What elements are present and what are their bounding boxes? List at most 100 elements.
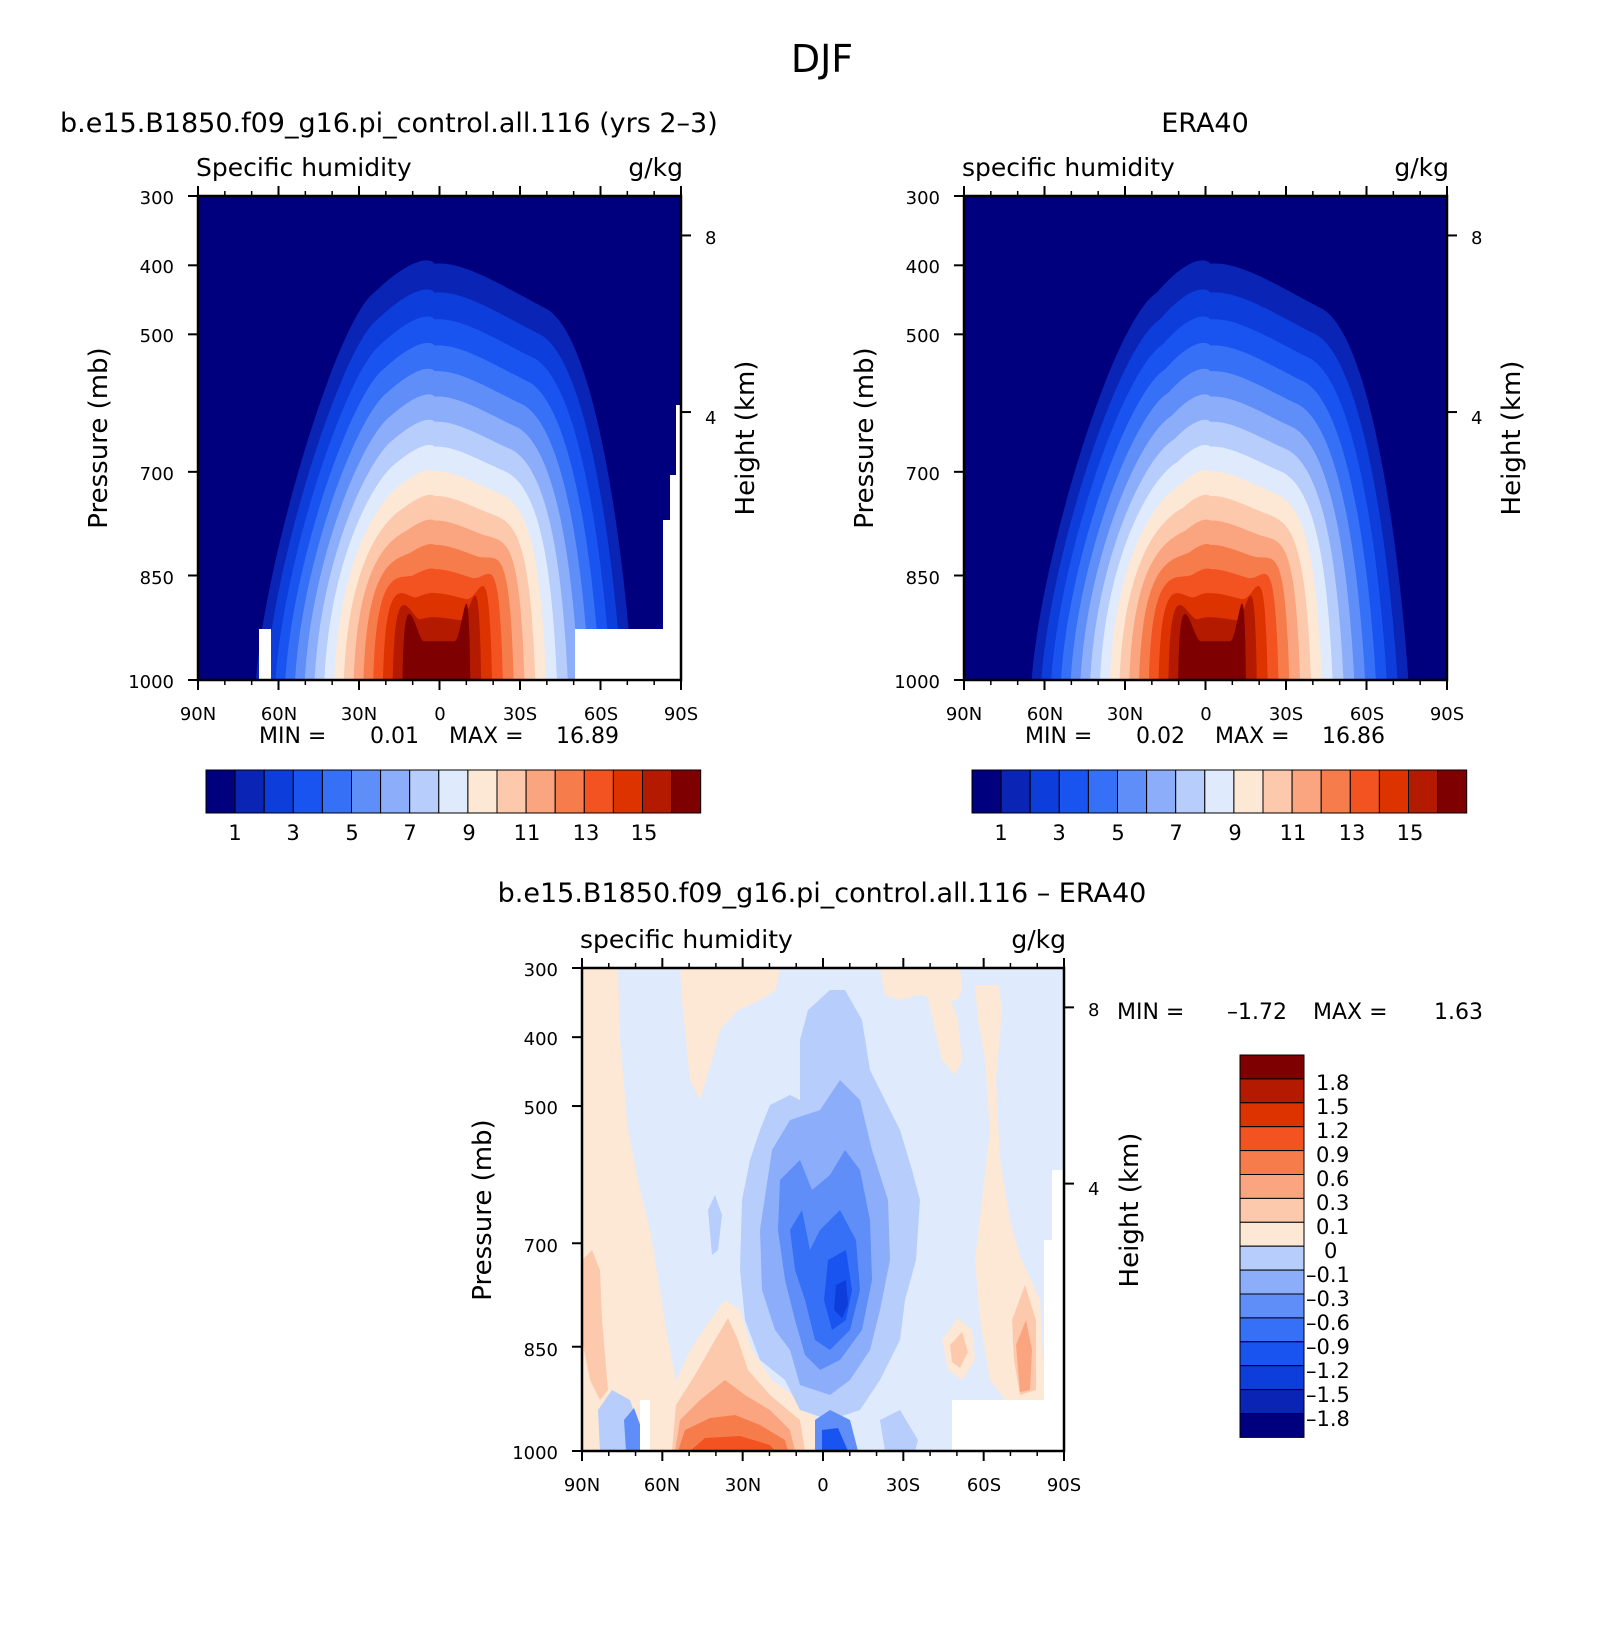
panel-difference-units: g/kg bbox=[1011, 925, 1066, 954]
diff-pos-0-upper bbox=[680, 968, 780, 1100]
panel-difference-colorbar-tick: 0.9 bbox=[1316, 1143, 1349, 1167]
diff-pos-0-left bbox=[582, 968, 720, 1451]
panel-model-max-label: MAX = bbox=[449, 724, 524, 749]
panel-model-y-tick: 400 bbox=[140, 257, 174, 278]
panel-era40-colorbar-tick: 15 bbox=[1397, 821, 1424, 845]
colorbar-box bbox=[583, 769, 614, 814]
panel-difference-colorbar-tick: –1.5 bbox=[1306, 1383, 1350, 1407]
colorbar-box bbox=[1239, 1197, 1305, 1223]
panel-difference-colorbar-tick: –0.1 bbox=[1306, 1263, 1350, 1287]
panel-model-y-tick: 850 bbox=[140, 568, 174, 589]
panel-model-y-axis-label: Pressure (mb) bbox=[84, 347, 114, 528]
colorbar-box bbox=[1239, 1221, 1305, 1247]
colorbar-box bbox=[1233, 769, 1264, 814]
colorbar-box bbox=[1239, 1245, 1305, 1271]
panel-model-right-axis-label: Height (km) bbox=[731, 361, 761, 516]
panel-era40-y-tick: 400 bbox=[906, 257, 940, 278]
panel-model: b.e15.B1850.f09_g16.pi_control.all.116 (… bbox=[60, 108, 761, 845]
panel-difference-colorbar-tick: –1.8 bbox=[1306, 1407, 1350, 1431]
colorbar-box bbox=[263, 769, 294, 814]
contour-level-16 bbox=[1178, 603, 1246, 680]
panel-difference-x-tick: 90N bbox=[564, 1475, 600, 1496]
colorbar-box bbox=[292, 769, 323, 814]
panel-era40-x-tick: 60S bbox=[1350, 704, 1384, 725]
colorbar-box bbox=[971, 769, 1002, 814]
panel-era40-min-label: MIN = bbox=[1025, 724, 1092, 749]
diff-neg-3-left bbox=[624, 1408, 642, 1451]
panel-era40: ERA40 specific humidity g/kg 300 400 500… bbox=[850, 108, 1527, 845]
panel-difference-y-tick: 700 bbox=[524, 1236, 558, 1257]
panel-model-right-tick: 4 bbox=[705, 408, 716, 429]
panel-model-min-value: 0.01 bbox=[370, 724, 419, 749]
panel-difference-max-label: MAX = bbox=[1313, 1000, 1388, 1025]
panel-era40-y-tick: 700 bbox=[906, 464, 940, 485]
colorbar-box bbox=[1146, 769, 1177, 814]
diff-missing-4 bbox=[1052, 1170, 1064, 1241]
axis-tick-marks bbox=[188, 186, 1457, 1461]
colorbar-box bbox=[1378, 769, 1410, 814]
panel-model-colorbar-tick: 9 bbox=[462, 821, 475, 845]
diff-neg-5-eq-low bbox=[822, 1428, 848, 1451]
panel-difference-colorbar-tick: 0.3 bbox=[1316, 1191, 1349, 1215]
panel-model-colorbar-tick: 1 bbox=[228, 821, 241, 845]
panel-model-x-tick: 30N bbox=[341, 704, 377, 725]
panel-era40-x-tick: 0 bbox=[1200, 704, 1211, 725]
colorbar-box bbox=[1239, 1389, 1305, 1414]
panel-model-right-tick: 8 bbox=[705, 228, 716, 249]
colorbar-box bbox=[1239, 1078, 1305, 1104]
colorbar-box bbox=[1058, 769, 1089, 814]
colorbar-box bbox=[1117, 769, 1148, 814]
colorbar-box bbox=[1239, 1054, 1305, 1080]
panel-difference-y-tick: 1000 bbox=[512, 1443, 558, 1464]
panel-model-y-tick: 700 bbox=[140, 464, 174, 485]
diff-neg-6-main bbox=[834, 1280, 848, 1318]
panel-model-colorbar-tick: 5 bbox=[345, 821, 358, 845]
colorbar-box bbox=[205, 769, 236, 814]
colorbar-box bbox=[1239, 1102, 1305, 1128]
panel-difference-variable-label: specific humidity bbox=[580, 925, 793, 954]
colorbar-box bbox=[438, 769, 469, 814]
panel-era40-colorbar-tick: 7 bbox=[1169, 821, 1182, 845]
panel-model-variable-label: Specific humidity bbox=[196, 153, 412, 182]
panel-difference-colorbar bbox=[1239, 1054, 1305, 1438]
panel-era40-plot-area bbox=[964, 196, 1447, 680]
colorbar-box bbox=[467, 769, 498, 814]
panel-model-plot-area bbox=[198, 196, 681, 680]
panel-era40-colorbar bbox=[971, 769, 1468, 814]
panel-difference-y-axis-label: Pressure (mb) bbox=[468, 1119, 498, 1300]
diff-pos-2-75s bbox=[1016, 1320, 1032, 1392]
colorbar-box bbox=[554, 769, 585, 814]
panel-difference-colorbar-tick: –1.2 bbox=[1306, 1359, 1350, 1383]
panel-model-max-value: 16.89 bbox=[556, 724, 619, 749]
panel-model-colorbar-tick: 13 bbox=[573, 821, 600, 845]
colorbar-box bbox=[1239, 1413, 1305, 1438]
panel-difference-right-tick: 4 bbox=[1088, 1179, 1099, 1200]
diff-pos-0-top-mid bbox=[880, 968, 962, 1000]
panel-model-x-tick: 90N bbox=[180, 704, 216, 725]
colorbar-box bbox=[1291, 769, 1322, 814]
panel-difference-plot-area bbox=[582, 968, 1064, 1451]
panel-era40-right-tick: 8 bbox=[1471, 228, 1482, 249]
panel-model-colorbar-tick: 15 bbox=[631, 821, 658, 845]
panel-model-x-tick: 30S bbox=[503, 704, 537, 725]
panel-model-missing-1 bbox=[259, 629, 271, 680]
panel-era40-y-tick: 850 bbox=[906, 568, 940, 589]
panel-era40-colorbar-tick: 3 bbox=[1052, 821, 1065, 845]
panel-model-colorbar-tick: 3 bbox=[286, 821, 299, 845]
panel-era40-y-tick: 300 bbox=[906, 188, 940, 209]
colorbar-box bbox=[525, 769, 556, 814]
panel-era40-right-axis-label: Height (km) bbox=[1497, 361, 1527, 516]
diff-pos-4-nh bbox=[690, 1436, 775, 1451]
panel-era40-y-tick: 1000 bbox=[894, 672, 940, 693]
colorbar-box bbox=[1239, 1174, 1305, 1199]
panel-model-x-tick: 90S bbox=[664, 704, 698, 725]
panel-model-y-tick: 1000 bbox=[128, 672, 174, 693]
panel-difference-colorbar-tick: 0 bbox=[1324, 1239, 1337, 1263]
panel-era40-title: ERA40 bbox=[1161, 108, 1249, 139]
colorbar-box bbox=[1204, 769, 1235, 814]
colorbar-box bbox=[1262, 769, 1293, 814]
panel-difference-colorbar-tick: 0.6 bbox=[1316, 1167, 1349, 1191]
panel-era40-colorbar-tick: 1 bbox=[994, 821, 1007, 845]
panel-difference-colorbar-tick: 1.5 bbox=[1316, 1095, 1349, 1119]
